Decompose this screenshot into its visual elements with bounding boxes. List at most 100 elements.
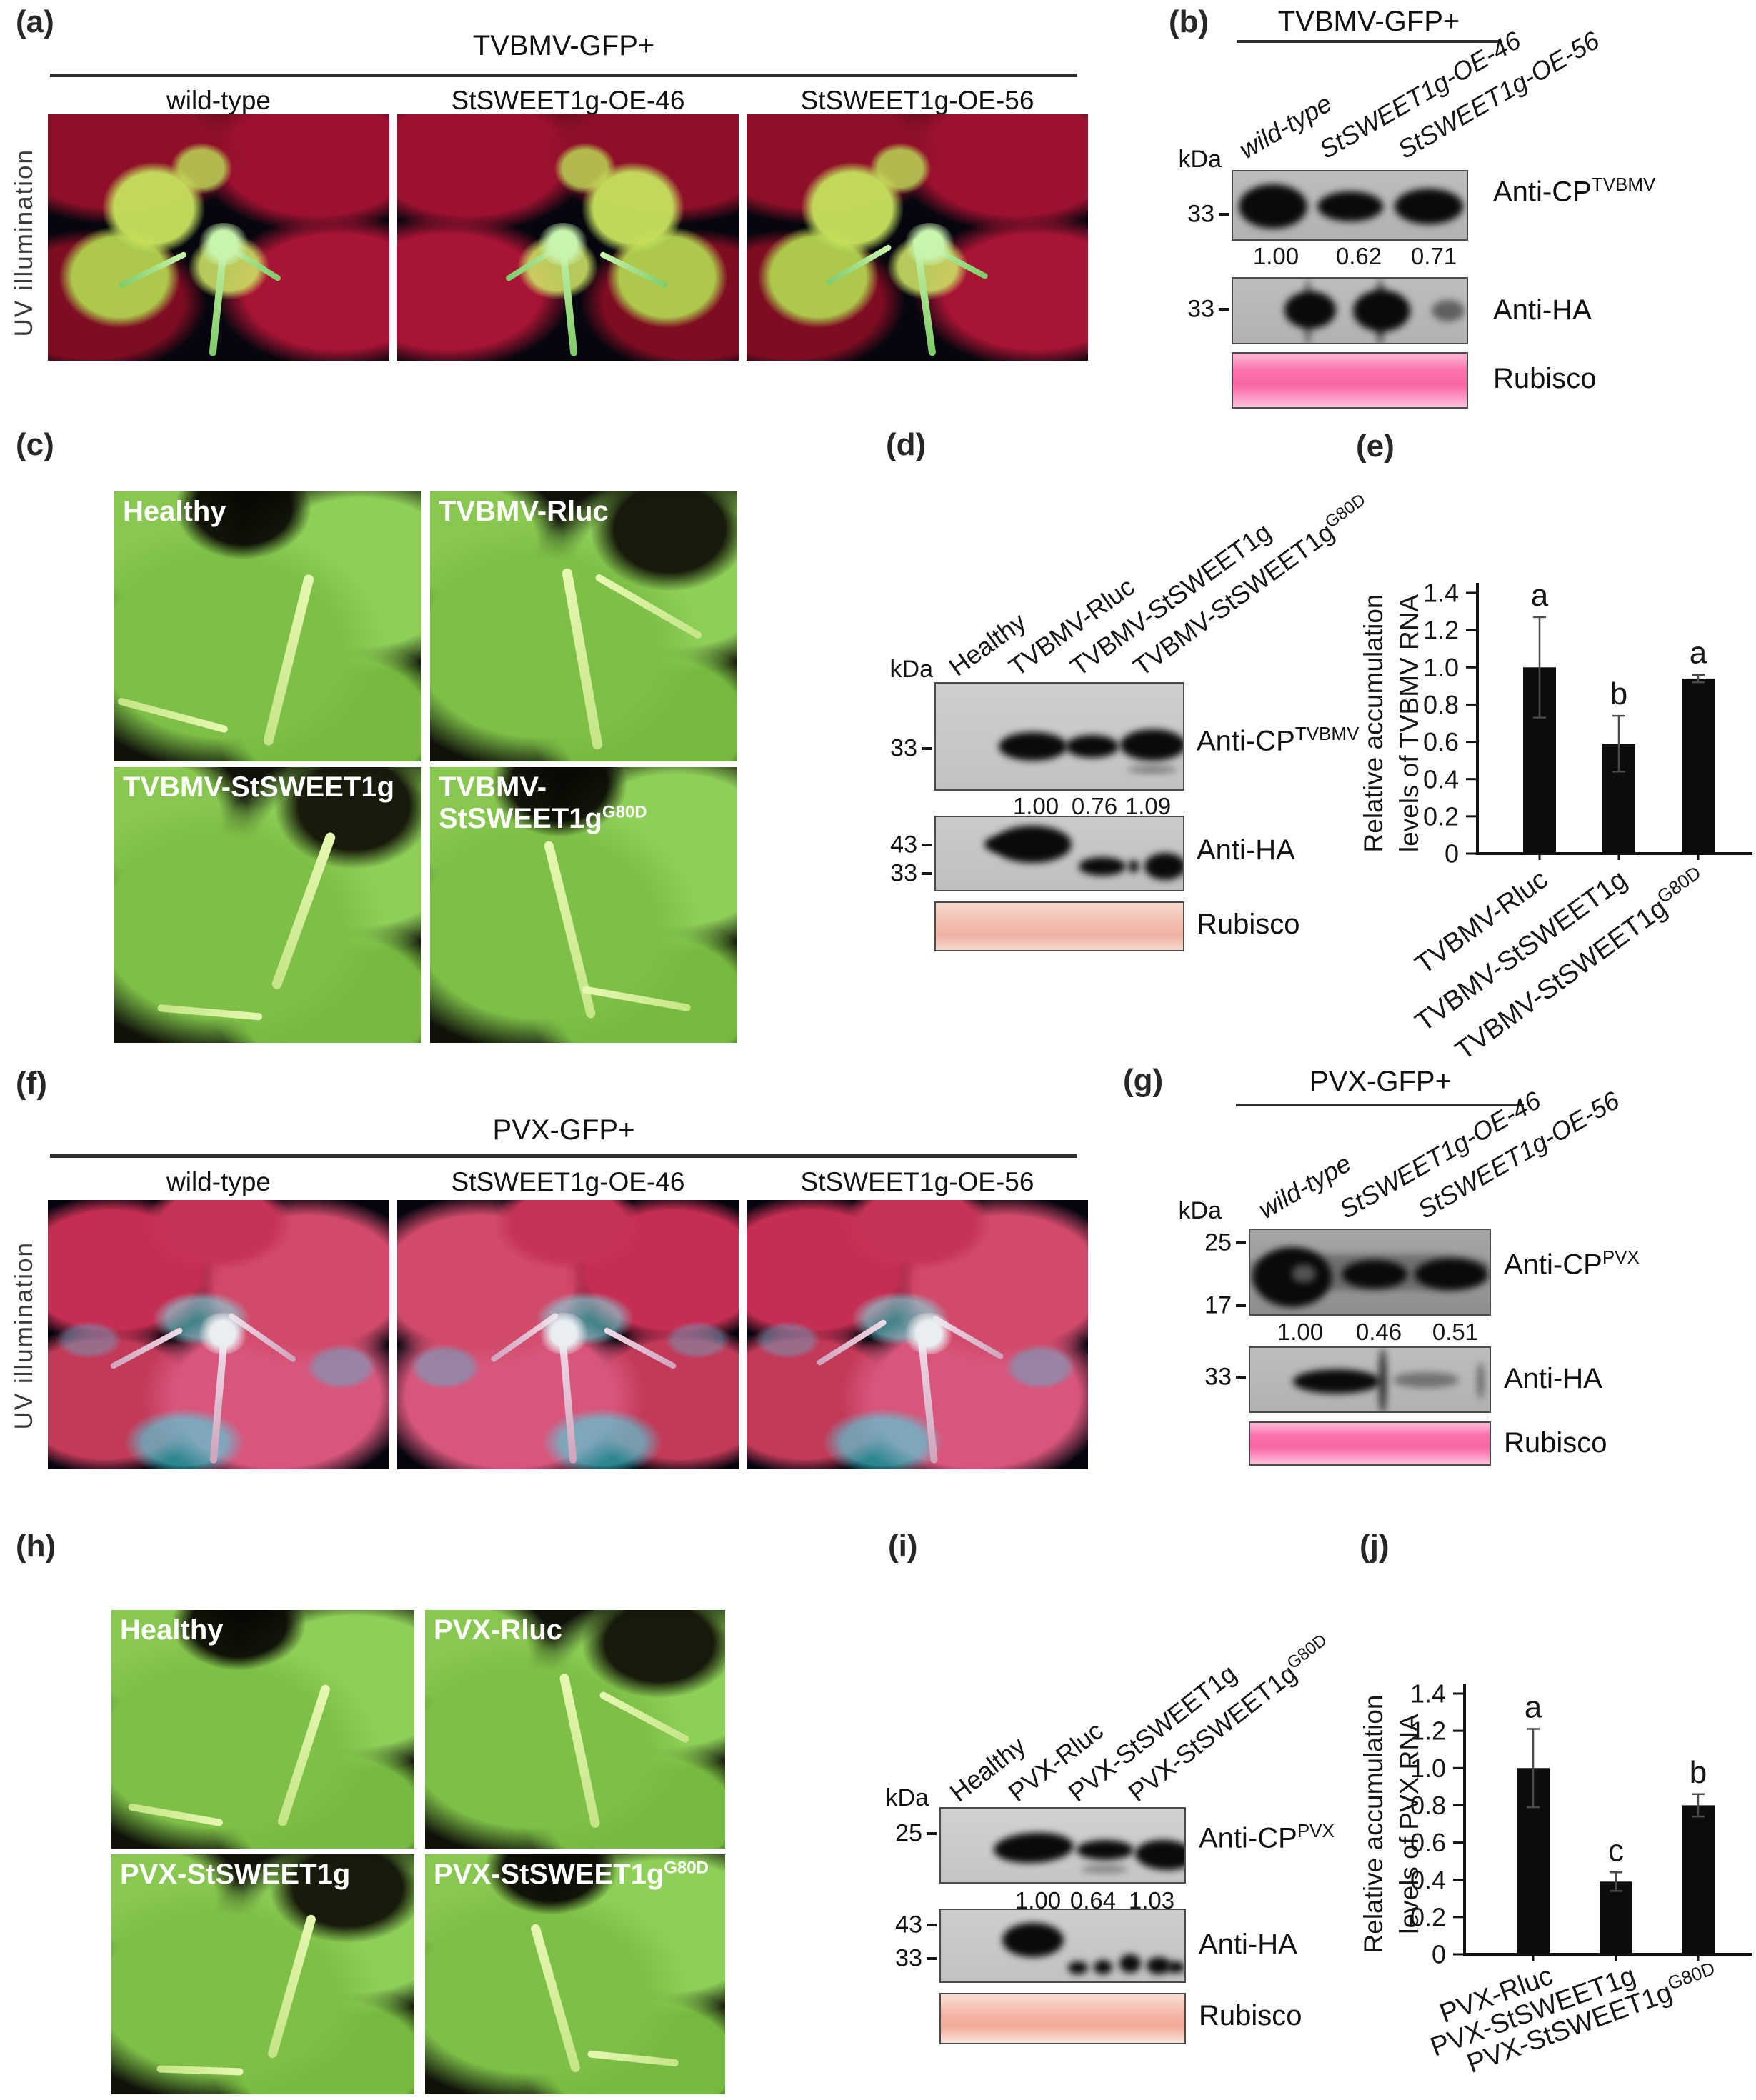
- panel-d-antibody-cp: Anti-CPTVBMV: [1197, 723, 1359, 757]
- panel-b-marker-33: 33: [1187, 295, 1214, 323]
- photo-label-superscript: G80D: [664, 1858, 709, 1878]
- plant-stem: [109, 1326, 184, 1370]
- photo-label-text: PVX-StSWEET1g: [434, 1859, 664, 1890]
- blot-band: [992, 1831, 1075, 1865]
- panel-d-rubisco-label: Rubisco: [1197, 909, 1300, 940]
- svg-text:levels of PVX RNA: levels of PVX RNA: [1395, 1714, 1424, 1934]
- svg-text:0.2: 0.2: [1410, 1902, 1446, 1931]
- panel-f-side-label: UV illumination: [10, 1241, 38, 1430]
- panel-i-marker-43: 43: [895, 1911, 922, 1939]
- photo-label-text: TVBMV-StSWEET1g: [439, 771, 602, 834]
- marker-dash: [922, 844, 932, 846]
- marker-dash: [927, 1957, 937, 1960]
- antibody-superscript: PVX: [1297, 1820, 1335, 1841]
- panel-d-kda-label: kDa: [889, 656, 933, 683]
- photo-label-text: Healthy: [120, 1614, 224, 1646]
- plant-stem: [562, 567, 604, 751]
- plant-crown: [903, 1313, 954, 1355]
- blot-band: [999, 732, 1067, 761]
- svg-text:Relative accumulation: Relative accumulation: [1359, 1695, 1388, 1954]
- plant-stem: [559, 1672, 601, 1829]
- svg-text:0: 0: [1432, 1940, 1446, 1969]
- panel-b-antibody-cp: Anti-CPTVBMV: [1493, 174, 1655, 208]
- photo-label: Healthy: [123, 496, 226, 527]
- panel-a-tag: (a): [16, 4, 54, 39]
- photo-label-text: TVBMV-StSWEET1g: [123, 771, 395, 803]
- panel-i-antibody-cp: Anti-CPPVX: [1199, 1820, 1335, 1854]
- panel-b-rubisco-label: Rubisco: [1493, 363, 1597, 394]
- panel-g-antibody-cp: Anti-CPPVX: [1504, 1246, 1640, 1281]
- panel-f-col-wild-type: wild-type: [166, 1167, 271, 1196]
- panel-b-rubisco-strip: [1232, 352, 1468, 409]
- panel-d-marker-33: 33: [890, 859, 917, 887]
- blot-band: [984, 837, 1007, 851]
- panel-g-marker-25: 25: [1204, 1229, 1232, 1256]
- panel-g-blot-anti-cp: [1249, 1229, 1491, 1316]
- svg-text:b: b: [1690, 1755, 1707, 1790]
- blot-band: [1077, 1840, 1134, 1860]
- plant-crown: [538, 1313, 589, 1355]
- antibody-text: Anti-CP: [1493, 176, 1592, 208]
- blot-band: [1415, 1259, 1487, 1290]
- panel-d-marker-33: 33: [890, 734, 917, 762]
- plant-crown: [903, 222, 955, 266]
- photo-label-text: Healthy: [123, 496, 226, 527]
- plant-stem: [157, 1004, 263, 1021]
- panel-j-tag: (j): [1360, 1529, 1390, 1564]
- blot-band: [1066, 735, 1119, 758]
- marker-dash: [1236, 1241, 1246, 1244]
- marker-dash: [927, 1924, 937, 1926]
- panel-i-marker-33: 33: [895, 1944, 922, 1972]
- marker-dash: [1219, 308, 1229, 311]
- panel-b-marker-33: 33: [1187, 200, 1214, 228]
- panel-g-value: 0.46: [1355, 1319, 1402, 1345]
- plant-stem: [270, 831, 337, 990]
- blot-band: [1342, 1260, 1407, 1289]
- svg-text:1.0: 1.0: [1410, 1754, 1446, 1783]
- blot-band: [1079, 857, 1126, 876]
- blot-band: [1393, 1372, 1459, 1388]
- plant-stem: [816, 1319, 888, 1367]
- svg-text:1.2: 1.2: [1410, 1716, 1446, 1746]
- marker-dash: [1219, 213, 1229, 216]
- panel-d-rubisco-strip: [934, 901, 1184, 951]
- panel-a-col-oe46: StSWEET1g-OE-46: [451, 86, 685, 115]
- photo-label-text: PVX-StSWEET1g: [120, 1859, 351, 1890]
- panel-b-value: 0.71: [1410, 243, 1457, 269]
- blot-band: [1395, 189, 1463, 224]
- panel-b-value: 1.00: [1252, 243, 1299, 269]
- photo-label: TVBMV-StSWEET1g: [123, 771, 394, 803]
- panel-a-title: TVBMV-GFP+: [472, 30, 655, 61]
- panel-i-marker-25: 25: [895, 1819, 922, 1847]
- panel-d-tag: (d): [886, 427, 927, 462]
- svg-text:levels of TVBMV RNA: levels of TVBMV RNA: [1395, 594, 1424, 853]
- panel-d-value: 1.00: [1012, 793, 1059, 819]
- svg-text:0.8: 0.8: [1423, 690, 1459, 719]
- panel-g-blot-anti-ha: [1249, 1346, 1491, 1413]
- svg-text:0: 0: [1445, 839, 1459, 869]
- blot-band: [1144, 853, 1183, 880]
- lane-label-superscript: G80D: [1321, 490, 1370, 532]
- plant-stem: [128, 1803, 224, 1827]
- marker-dash: [1236, 1304, 1246, 1307]
- plant-stem: [581, 985, 692, 1012]
- panel-d-blot-anti-cp: [934, 682, 1184, 791]
- panel-g-marker-17: 17: [1204, 1291, 1232, 1319]
- blot-band: [1432, 300, 1465, 321]
- blot-band: [1167, 1961, 1184, 1973]
- blot-band: [1127, 766, 1177, 773]
- blot-band: [1081, 1866, 1128, 1873]
- photo-pvx-rluc: PVX-Rluc: [425, 1610, 725, 1849]
- plant-stem: [117, 697, 229, 734]
- panel-g-value: 1.00: [1277, 1319, 1324, 1345]
- photo-healthy-tvbmv: Healthy: [114, 491, 421, 761]
- svg-text:b: b: [1610, 676, 1627, 711]
- panel-a-col-wild-type: wild-type: [166, 86, 271, 115]
- plant-stem: [119, 251, 188, 289]
- antibody-superscript: PVX: [1602, 1246, 1640, 1268]
- blot-band: [1317, 191, 1383, 221]
- panel-b-title: TVBMV-GFP+: [1277, 6, 1460, 37]
- panel-g-kda-label: kDa: [1178, 1197, 1222, 1224]
- marker-dash: [1236, 1376, 1246, 1379]
- photo-label: PVX-StSWEET1gG80D: [434, 1859, 709, 1890]
